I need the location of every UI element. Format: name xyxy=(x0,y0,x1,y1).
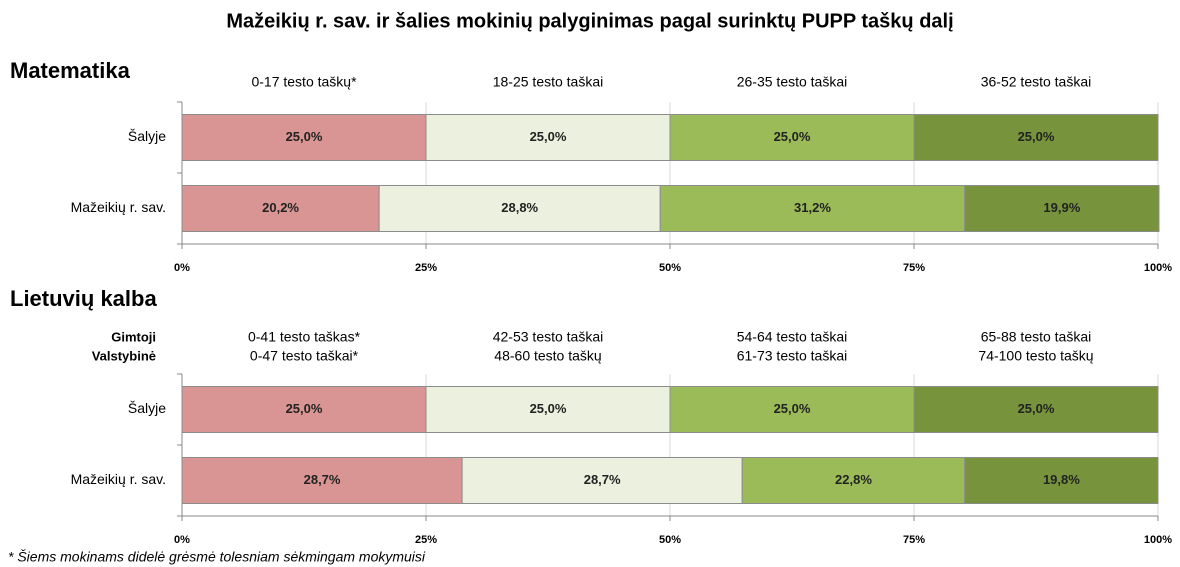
value-label: 28,7% xyxy=(304,472,341,487)
legend-label: 18-25 testo taškai xyxy=(493,74,604,90)
bar-segment xyxy=(964,457,1159,504)
x-tick-label: 0% xyxy=(174,534,190,546)
value-label: 25,0% xyxy=(774,401,811,416)
value-label: 19,8% xyxy=(1043,472,1080,487)
x-tick-label: 50% xyxy=(659,262,681,274)
category-label: Mažeikių r. sav. xyxy=(71,471,166,487)
value-label: 25,0% xyxy=(1018,129,1055,144)
bar-segment xyxy=(181,185,380,232)
value-label: 28,7% xyxy=(584,472,621,487)
legend-label: 26-35 testo taškai xyxy=(737,74,848,90)
legend-label: 54-64 testo taškai xyxy=(737,329,848,345)
legend-label: 48-60 testo taškų xyxy=(494,348,602,364)
legend-row-label: Gimtoji xyxy=(111,329,156,344)
x-tick-label: 50% xyxy=(659,534,681,546)
bar-segment xyxy=(461,457,743,504)
value-label: 31,2% xyxy=(794,200,831,215)
bar-segment xyxy=(913,114,1159,161)
value-label: 25,0% xyxy=(530,401,567,416)
category-label: Šalyje xyxy=(128,400,166,416)
x-tick-label: 0% xyxy=(174,262,190,274)
value-label: 25,0% xyxy=(1018,401,1055,416)
legend-label: 0-47 testo taškai* xyxy=(250,348,359,364)
bar-segment xyxy=(181,386,427,433)
value-label: 22,8% xyxy=(835,472,872,487)
bar-segment xyxy=(659,185,966,232)
value-label: 25,0% xyxy=(286,401,323,416)
category-label: Mažeikių r. sav. xyxy=(71,199,166,215)
x-tick-label: 100% xyxy=(1144,262,1172,274)
bar-segment xyxy=(425,386,671,433)
bar-segment xyxy=(913,386,1159,433)
bar-segment xyxy=(964,185,1160,232)
footnote: * Šiems mokinams didelė grėsmė tolesniam… xyxy=(8,549,426,565)
bar-segment xyxy=(741,457,966,504)
legend-row-label: Valstybinė xyxy=(92,348,156,363)
value-label: 20,2% xyxy=(262,200,299,215)
legend-label: 0-41 testo taškas* xyxy=(248,329,361,345)
value-label: 25,0% xyxy=(286,129,323,144)
x-tick-label: 75% xyxy=(903,534,925,546)
legend-label: 0-17 testo taškų* xyxy=(251,74,357,90)
chart-heading: Matematika xyxy=(10,58,131,83)
legend-label: 36-52 testo taškai xyxy=(981,74,1092,90)
bar-segment xyxy=(378,185,661,232)
x-tick-label: 25% xyxy=(415,534,437,546)
chart-heading: Lietuvių kalba xyxy=(10,286,157,311)
value-label: 25,0% xyxy=(774,129,811,144)
legend-label: 42-53 testo taškai xyxy=(493,329,604,345)
value-label: 28,8% xyxy=(501,200,538,215)
x-tick-label: 25% xyxy=(415,262,437,274)
value-label: 19,9% xyxy=(1043,200,1080,215)
legend-label: 65-88 testo taškai xyxy=(981,329,1092,345)
value-label: 25,0% xyxy=(530,129,567,144)
page-title: Mažeikių r. sav. ir šalies mokinių palyg… xyxy=(226,10,953,32)
category-label: Šalyje xyxy=(128,128,166,144)
bar-segment xyxy=(669,386,915,433)
bar-segment xyxy=(669,114,915,161)
x-tick-label: 75% xyxy=(903,262,925,274)
legend-label: 61-73 testo taškai xyxy=(737,348,848,364)
legend-label: 74-100 testo taškų xyxy=(978,348,1093,364)
x-tick-label: 100% xyxy=(1144,534,1172,546)
